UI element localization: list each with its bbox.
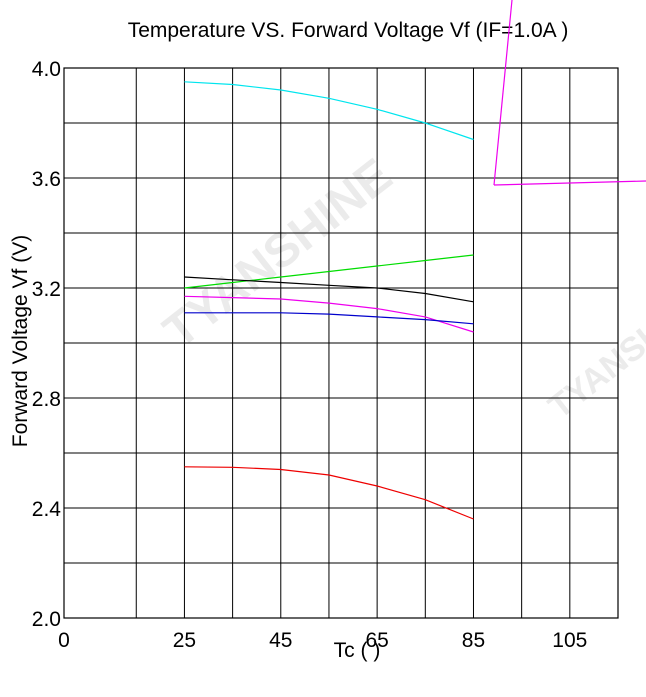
x-tick-label: 45 (269, 629, 292, 652)
x-tick-label: 25 (173, 629, 196, 652)
x-tick-label: 85 (462, 629, 485, 652)
series-line-4 (184, 295, 474, 333)
series-line-5 (184, 312, 474, 325)
y-tick-label: 3.2 (32, 278, 61, 301)
plot-frame (63, 67, 619, 619)
x-axis-label: Tc ( ) (334, 639, 381, 662)
x-tick-label: 65 (365, 629, 388, 652)
annotation-line (493, 180, 646, 186)
x-tick-labels: 0 25 45 65 85 105 (58, 629, 587, 652)
series-layer (184, 81, 474, 520)
y-tick-label: 3.6 (32, 168, 61, 191)
series-line-1 (184, 81, 474, 141)
x-tick-label: 0 (58, 629, 70, 652)
y-tick-labels: 2.0 2.4 2.8 3.2 3.6 4.0 (32, 58, 62, 631)
series-line-6 (184, 466, 474, 520)
series-line-3 (184, 276, 474, 303)
y-tick-label: 2.0 (32, 608, 61, 631)
watermark-text: TYANSHINE (542, 277, 646, 426)
watermark-text: TYANSHINE (154, 149, 402, 359)
annotation-marks (493, 0, 646, 186)
y-axis-label: Forward Voltage Vf (V) (9, 235, 32, 447)
series-line-2 (184, 254, 474, 289)
y-tick-label: 4.0 (32, 58, 61, 81)
annotation-line (493, 0, 513, 186)
grid (63, 67, 619, 619)
y-tick-label: 2.4 (32, 498, 62, 521)
y-tick-label: 2.8 (32, 388, 61, 411)
x-tick-label: 105 (552, 629, 587, 652)
chart-title: Temperature VS. Forward Voltage Vf (IF=1… (128, 19, 569, 42)
